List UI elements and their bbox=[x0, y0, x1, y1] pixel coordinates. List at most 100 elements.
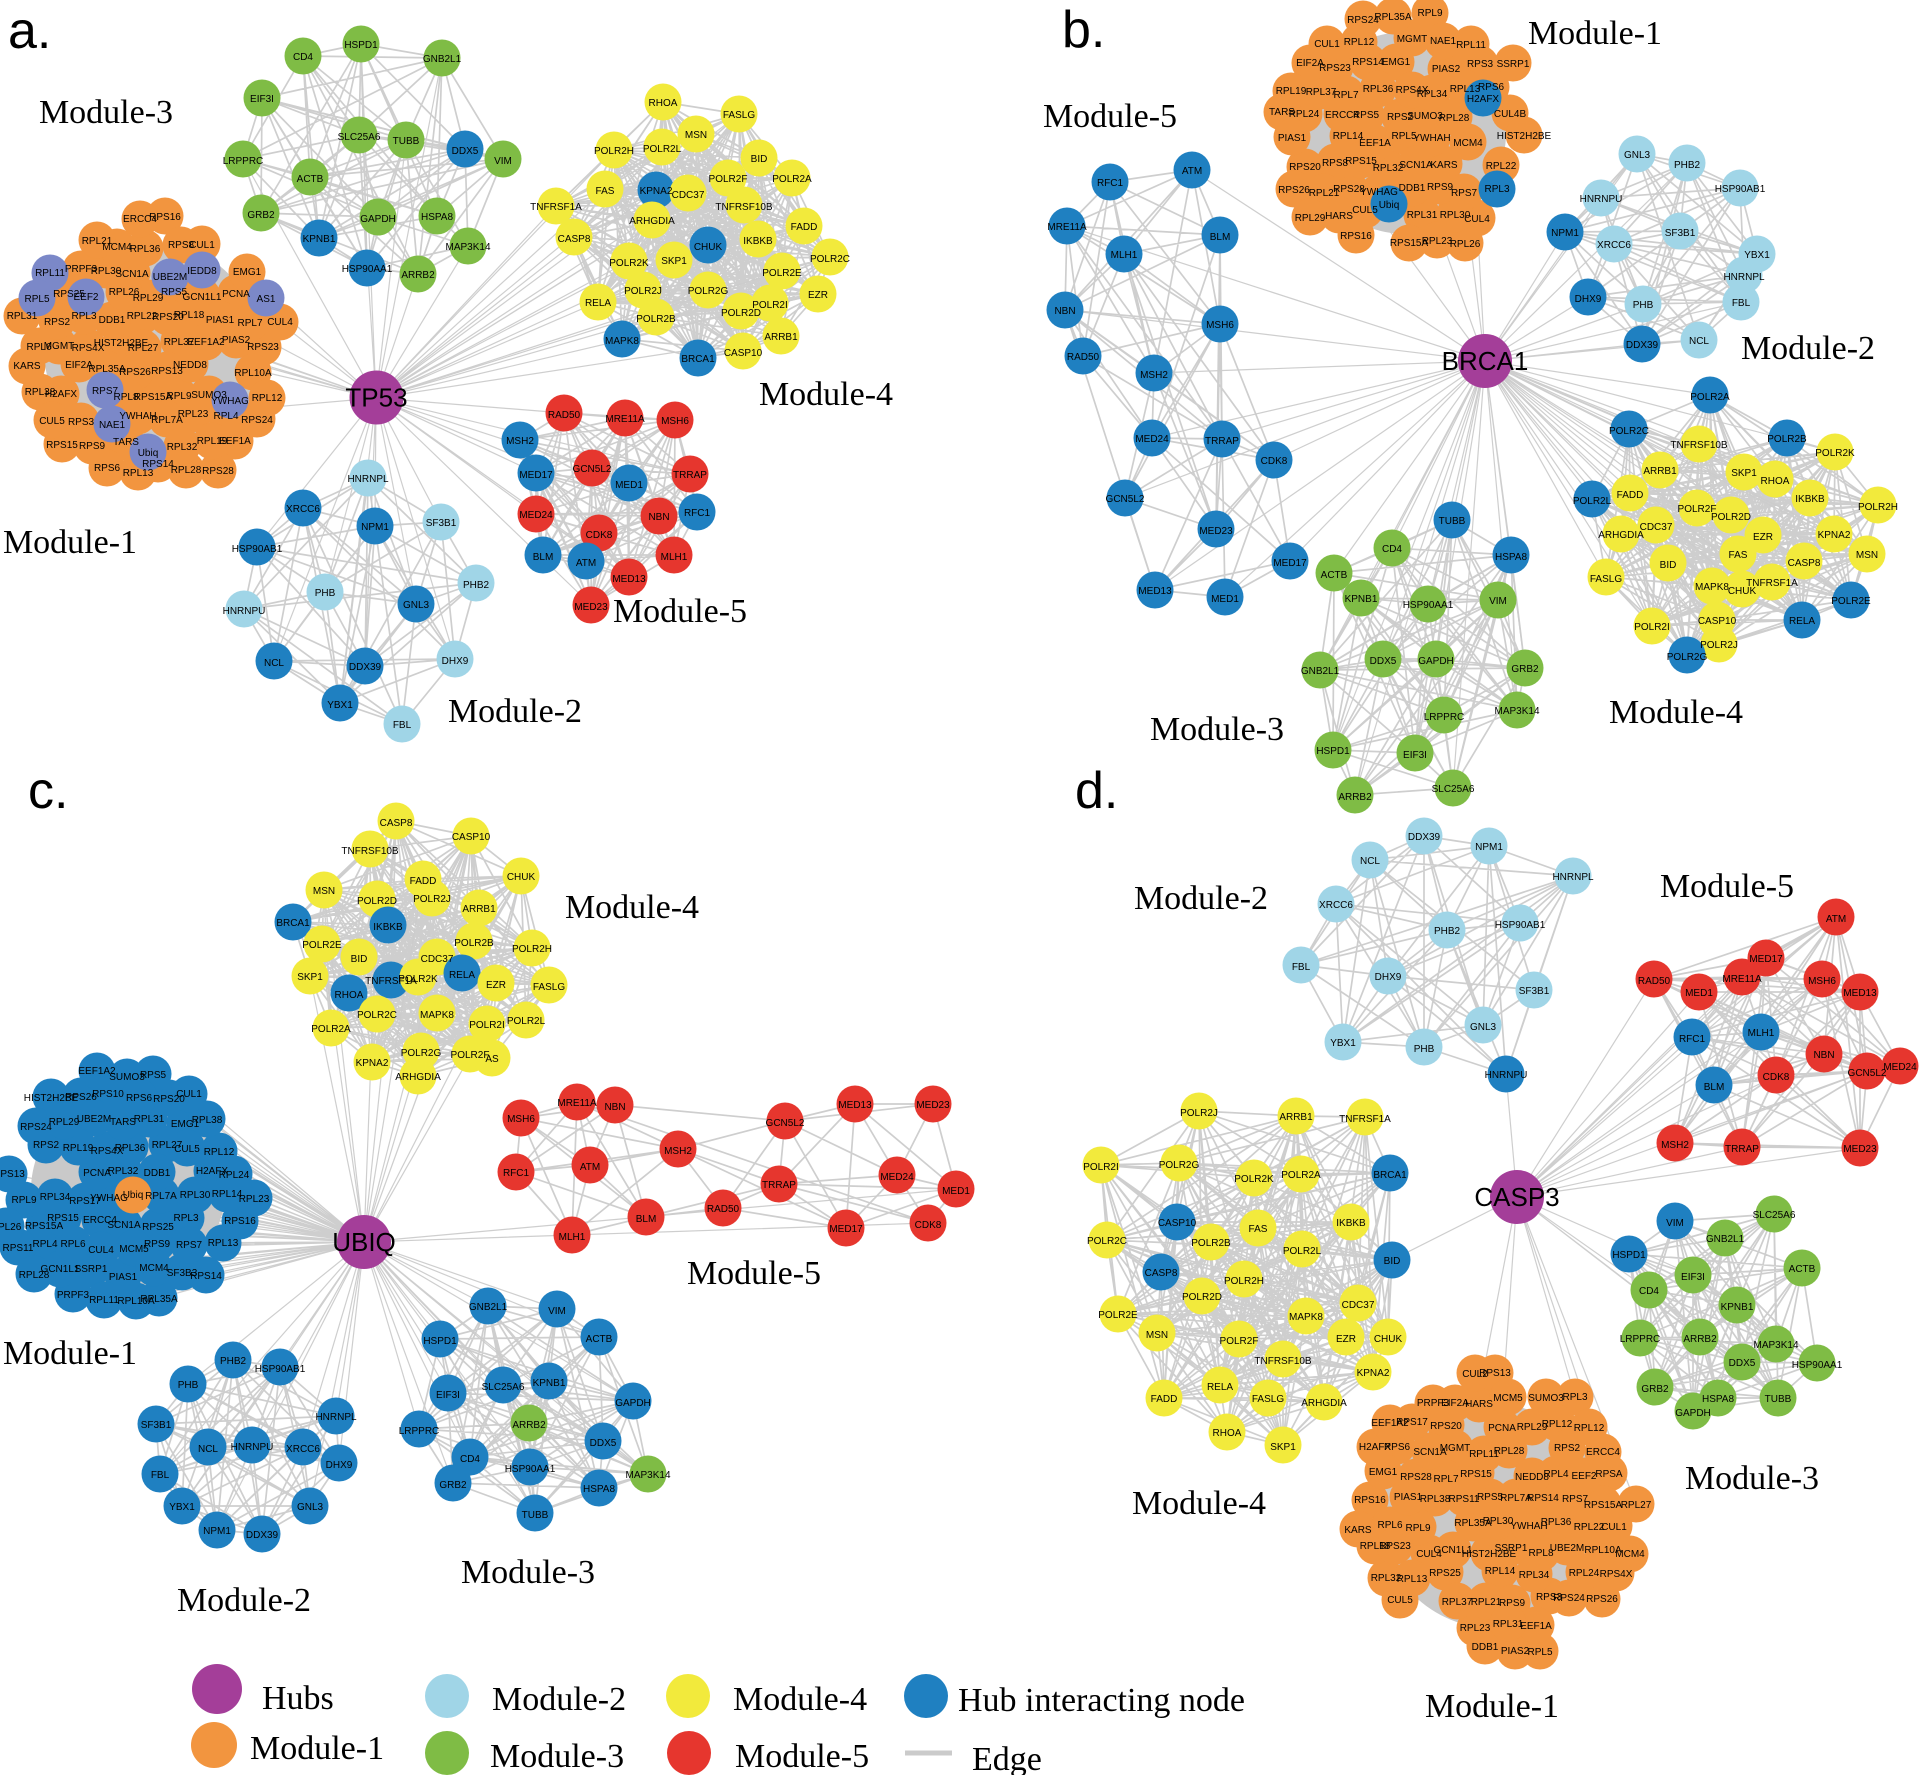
svg-text:RPS20: RPS20 bbox=[1289, 162, 1321, 173]
svg-text:ATM: ATM bbox=[1182, 166, 1202, 177]
svg-text:PHB2: PHB2 bbox=[463, 580, 490, 591]
svg-text:RPL11: RPL11 bbox=[89, 1295, 119, 1306]
svg-text:NPM1: NPM1 bbox=[361, 522, 389, 533]
svg-text:ARRB1: ARRB1 bbox=[1643, 466, 1677, 477]
svg-text:TUBB: TUBB bbox=[1765, 1394, 1792, 1405]
svg-text:CUL4: CUL4 bbox=[1416, 1549, 1442, 1560]
svg-text:MAP3K14: MAP3K14 bbox=[1753, 1340, 1798, 1351]
svg-text:NCL: NCL bbox=[198, 1444, 218, 1455]
svg-text:RPL36: RPL36 bbox=[130, 244, 161, 255]
svg-text:FAS: FAS bbox=[1729, 550, 1748, 561]
svg-text:RPL19: RPL19 bbox=[63, 1143, 94, 1154]
svg-text:GNL3: GNL3 bbox=[403, 600, 430, 611]
svg-text:RPS9: RPS9 bbox=[79, 441, 106, 452]
svg-text:VIM: VIM bbox=[1489, 596, 1507, 607]
svg-text:RFC1: RFC1 bbox=[684, 508, 711, 519]
svg-text:RPS17: RPS17 bbox=[1396, 1417, 1428, 1428]
svg-text:RPL7A: RPL7A bbox=[145, 1191, 177, 1202]
svg-text:MRE11A: MRE11A bbox=[1722, 974, 1762, 985]
svg-text:POLR2I: POLR2I bbox=[1083, 1162, 1119, 1173]
svg-text:EIF3I: EIF3I bbox=[1403, 750, 1427, 761]
svg-text:RPL29: RPL29 bbox=[1517, 1422, 1548, 1433]
svg-text:KARS: KARS bbox=[1430, 160, 1458, 171]
svg-text:Module-5: Module-5 bbox=[1660, 868, 1794, 905]
svg-text:CASP3: CASP3 bbox=[1474, 1182, 1559, 1212]
svg-text:POLR2L: POLR2L bbox=[1283, 1246, 1322, 1257]
svg-text:POLR2K: POLR2K bbox=[398, 974, 438, 985]
svg-text:PHB: PHB bbox=[178, 1380, 199, 1391]
svg-text:EEF1A2: EEF1A2 bbox=[78, 1066, 116, 1077]
svg-text:HSP90AA1: HSP90AA1 bbox=[505, 1464, 556, 1475]
svg-text:RPS20: RPS20 bbox=[1430, 1421, 1462, 1432]
svg-text:HNRNPU: HNRNPU bbox=[231, 1442, 274, 1453]
svg-text:SCN1A: SCN1A bbox=[107, 1220, 141, 1231]
svg-text:GCN1L1: GCN1L1 bbox=[183, 292, 222, 303]
svg-text:MED23: MED23 bbox=[1199, 526, 1233, 537]
svg-text:RPL29: RPL29 bbox=[49, 1117, 80, 1128]
svg-text:GAPDH: GAPDH bbox=[360, 214, 396, 225]
svg-text:HIST2H2BE: HIST2H2BE bbox=[24, 1093, 79, 1104]
svg-text:RAD50: RAD50 bbox=[707, 1204, 740, 1215]
svg-text:EMG1: EMG1 bbox=[1369, 1467, 1398, 1478]
svg-text:RPS24: RPS24 bbox=[1347, 15, 1379, 26]
svg-text:TRRAP: TRRAP bbox=[1725, 1144, 1759, 1155]
svg-text:CDC37: CDC37 bbox=[672, 190, 705, 201]
svg-text:HIST2H2BE: HIST2H2BE bbox=[1497, 131, 1552, 142]
svg-text:UBIQ: UBIQ bbox=[332, 1227, 396, 1257]
svg-text:RPL9: RPL9 bbox=[1417, 8, 1442, 19]
svg-text:ARRB2: ARRB2 bbox=[512, 1420, 546, 1431]
svg-text:RPL11: RPL11 bbox=[1469, 1449, 1499, 1460]
svg-text:FASLG: FASLG bbox=[533, 982, 565, 993]
svg-text:CDC37: CDC37 bbox=[1640, 522, 1673, 533]
svg-text:MCM4: MCM4 bbox=[102, 242, 132, 253]
svg-text:EEF1A: EEF1A bbox=[219, 436, 251, 447]
svg-text:CASP10: CASP10 bbox=[1698, 616, 1737, 627]
svg-text:RPL6: RPL6 bbox=[26, 342, 51, 353]
svg-text:POLR2H: POLR2H bbox=[512, 944, 552, 955]
svg-text:HSPA8: HSPA8 bbox=[583, 1484, 615, 1495]
svg-text:DDX39: DDX39 bbox=[1408, 832, 1441, 843]
svg-text:PIAS1: PIAS1 bbox=[1394, 1492, 1423, 1503]
svg-text:RPL28: RPL28 bbox=[19, 1270, 50, 1281]
svg-text:FASLG: FASLG bbox=[1252, 1394, 1284, 1405]
svg-text:MRE11A: MRE11A bbox=[557, 1098, 597, 1109]
svg-text:Ubiq: Ubiq bbox=[1379, 200, 1400, 211]
svg-text:RPS4X: RPS4X bbox=[1396, 85, 1429, 96]
svg-text:RPL18: RPL18 bbox=[174, 310, 205, 321]
svg-text:CUL4B: CUL4B bbox=[1494, 109, 1527, 120]
svg-text:EEF2: EEF2 bbox=[73, 292, 98, 303]
svg-text:PRPF3: PRPF3 bbox=[1417, 1398, 1450, 1409]
svg-text:RELA: RELA bbox=[1207, 1382, 1233, 1393]
svg-text:PIAS1: PIAS1 bbox=[1278, 133, 1307, 144]
svg-text:RPS7: RPS7 bbox=[1451, 188, 1478, 199]
svg-text:RPL9: RPL9 bbox=[166, 391, 191, 402]
svg-text:RPL22: RPL22 bbox=[127, 311, 158, 322]
svg-text:HSP90AB1: HSP90AB1 bbox=[1495, 920, 1546, 931]
svg-text:RPS13: RPS13 bbox=[0, 1169, 25, 1180]
svg-text:NAE1: NAE1 bbox=[1430, 36, 1457, 47]
svg-text:POLR2B: POLR2B bbox=[1767, 434, 1807, 445]
svg-text:Hub interacting node: Hub interacting node bbox=[958, 1682, 1245, 1719]
svg-text:RPL24: RPL24 bbox=[1289, 109, 1320, 120]
svg-text:GCN5L2: GCN5L2 bbox=[1848, 1068, 1887, 1079]
svg-text:GNB2L1: GNB2L1 bbox=[469, 1302, 508, 1313]
svg-text:MSH6: MSH6 bbox=[661, 416, 689, 427]
svg-text:SUMO3: SUMO3 bbox=[191, 390, 227, 401]
svg-text:RPS17: RPS17 bbox=[69, 1196, 101, 1207]
svg-text:SUMO3: SUMO3 bbox=[109, 1072, 145, 1083]
svg-text:ARHGDIA: ARHGDIA bbox=[1598, 530, 1644, 541]
svg-text:CUL5: CUL5 bbox=[174, 1144, 200, 1155]
svg-text:HSP90AA1: HSP90AA1 bbox=[1403, 600, 1454, 611]
svg-text:TNFRSF10B: TNFRSF10B bbox=[341, 846, 399, 857]
svg-text:LRPPRC: LRPPRC bbox=[1620, 1334, 1661, 1345]
svg-text:MCM5: MCM5 bbox=[119, 1244, 149, 1255]
svg-text:H2AFX: H2AFX bbox=[45, 389, 78, 400]
svg-text:POLR2J: POLR2J bbox=[624, 286, 662, 297]
svg-text:CUL4: CUL4 bbox=[1464, 214, 1490, 225]
svg-text:KPNA2: KPNA2 bbox=[1818, 530, 1851, 541]
svg-text:Module-2: Module-2 bbox=[492, 1681, 626, 1718]
svg-text:MLH1: MLH1 bbox=[661, 552, 688, 563]
svg-text:POLR2L: POLR2L bbox=[1573, 496, 1612, 507]
svg-text:POLR2C: POLR2C bbox=[810, 254, 850, 265]
svg-text:Module-4: Module-4 bbox=[733, 1681, 867, 1718]
